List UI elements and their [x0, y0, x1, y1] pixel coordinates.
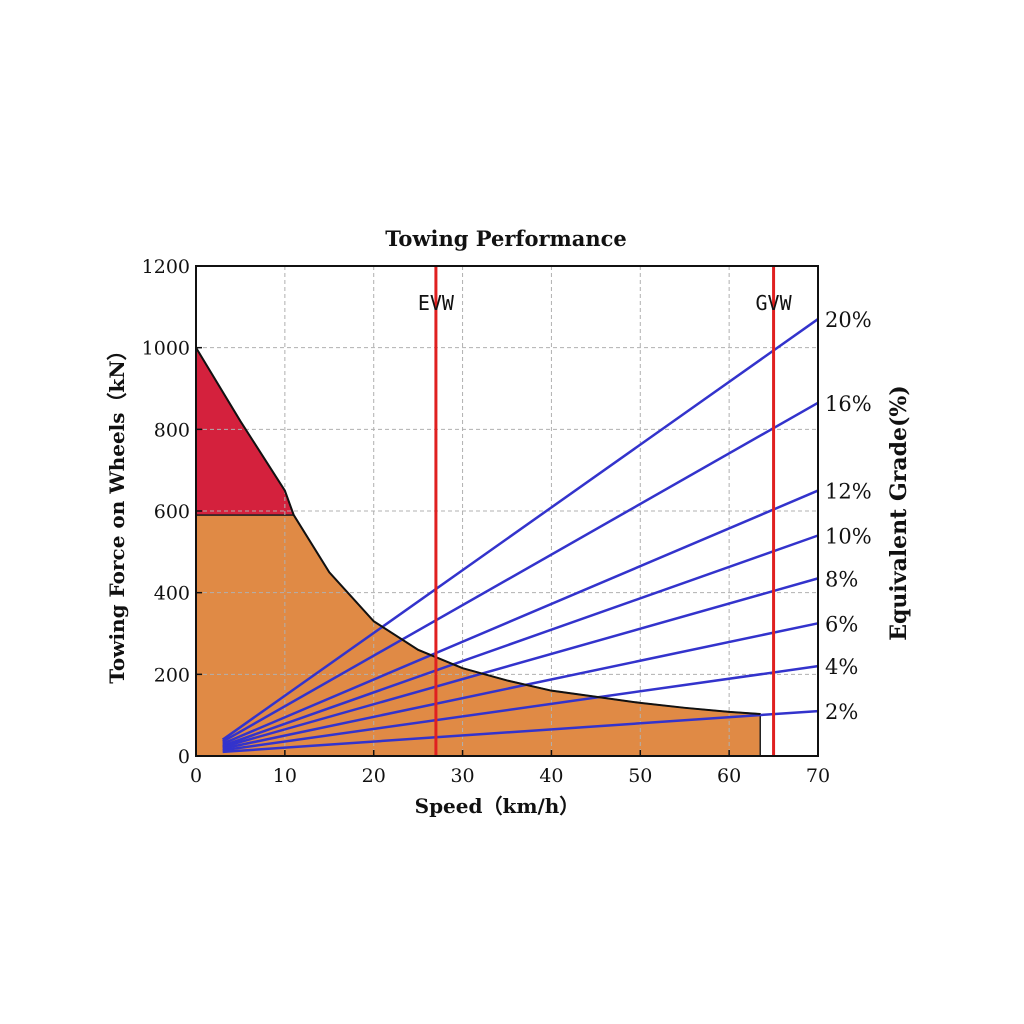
x-tick-label: 40 [539, 765, 563, 787]
y-tick-label: 0 [178, 746, 190, 768]
grade-line [222, 577, 819, 749]
chart-title: Towing Performance [385, 226, 627, 251]
y-tick-label: 400 [154, 583, 190, 605]
grade-line [222, 664, 819, 752]
grade-label: 6% [825, 612, 858, 636]
x-tick-label: 60 [717, 765, 741, 787]
grade-label: 10% [825, 525, 872, 549]
marker-label-gvw: GVW [756, 291, 793, 315]
grade-label: 12% [825, 480, 872, 504]
grade-label: 8% [825, 567, 858, 591]
grade-line [222, 401, 819, 743]
y-tick-label: 800 [154, 419, 190, 441]
grade-label: 16% [825, 392, 872, 416]
y-tick-label: 1200 [142, 256, 190, 278]
x-tick-label: 20 [362, 765, 386, 787]
y-tick-label: 600 [154, 501, 190, 523]
y-tick-label: 1000 [142, 338, 190, 360]
marker-label-evw: EVW [418, 291, 455, 315]
grade-line [222, 489, 819, 745]
grade-line [222, 534, 819, 747]
x-tick-label: 30 [450, 765, 474, 787]
grade-label: 2% [825, 700, 858, 724]
y-axis-label: Towing Force on Wheels（kN） [105, 340, 129, 683]
x-tick-label: 70 [806, 765, 830, 787]
x-axis-label: Speed（km/h） [415, 794, 580, 818]
grade-line [222, 709, 819, 754]
y-tick-label: 200 [154, 664, 190, 686]
tractive-effort-curve [195, 347, 761, 715]
grade-label: 4% [825, 655, 858, 679]
x-tick-label: 50 [628, 765, 652, 787]
x-tick-label: 0 [190, 765, 202, 787]
x-tick-label: 10 [273, 765, 297, 787]
grade-line [222, 622, 819, 750]
grade-label: 20% [825, 308, 872, 332]
grade-line [221, 318, 819, 741]
y2-axis-label: Equivalent Grade(%) [886, 385, 912, 640]
